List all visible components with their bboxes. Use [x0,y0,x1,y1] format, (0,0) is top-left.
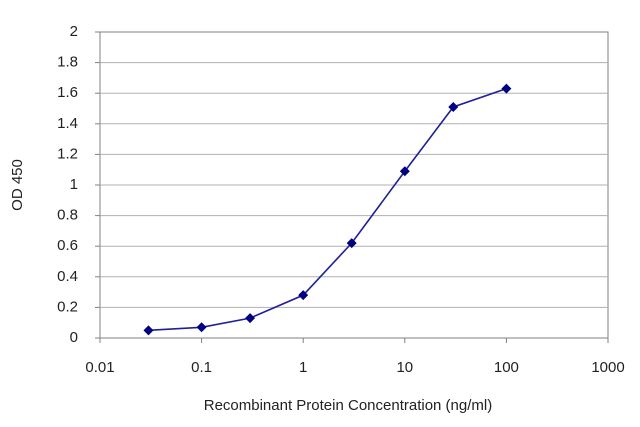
y-tick-label: 0.4 [57,268,78,285]
y-axis-label: OD 450 [9,159,26,211]
data-line [148,87,507,332]
data-point [448,101,459,112]
data-point [245,313,256,324]
y-tick-label: 0.6 [57,237,78,254]
y-tick-label: 1.4 [57,115,78,132]
x-tick-label: 1 [299,359,307,376]
data-point [501,83,512,94]
x-tick-label: 100 [494,359,519,376]
x-axis-label: Recombinant Protein Concentration (ng/ml… [204,397,492,414]
y-tick-label: 1.2 [57,145,78,162]
y-tick-label: 0 [70,329,78,346]
y-tick-label: 0.2 [57,298,78,315]
x-tick-label: 1000 [591,359,624,376]
x-tick-label: 0.01 [85,359,114,376]
data-point [298,290,309,301]
y-tick-label: 1.8 [57,54,78,71]
data-point [346,238,357,249]
x-tick-label: 10 [396,359,413,376]
y-tick-label: 2 [70,23,78,40]
y-tick-label: 0.8 [57,207,78,224]
x-tick-label: 0.1 [191,359,212,376]
y-tick-label: 1 [70,176,78,193]
y-tick-label: 1.6 [57,84,78,101]
data-point [196,322,207,333]
data-point [143,325,154,336]
data-point [399,166,410,177]
